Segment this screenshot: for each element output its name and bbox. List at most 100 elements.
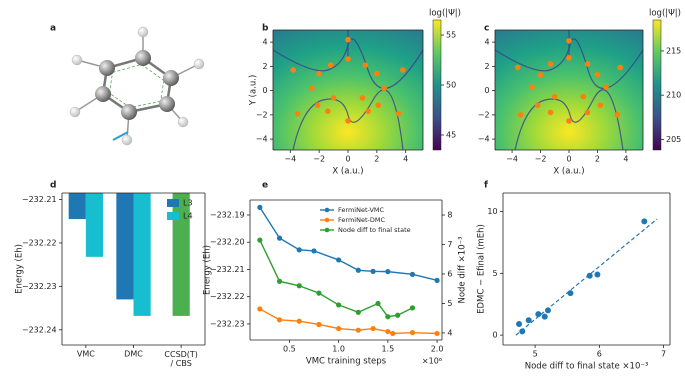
series-marker — [434, 277, 440, 283]
x-tick-label: 6 — [597, 350, 602, 359]
y-tick-label: 5 — [493, 269, 498, 278]
series-marker — [311, 248, 317, 254]
direction-arrow — [112, 131, 129, 141]
electron-point — [316, 70, 322, 77]
x-tick-label: 0 — [345, 155, 350, 164]
y-tick-label: 2 — [263, 62, 268, 71]
series-marker — [390, 330, 396, 337]
y-tick-label: −232.23 — [22, 282, 57, 291]
series-marker — [316, 321, 322, 328]
series-marker — [257, 204, 263, 210]
series-marker — [409, 271, 416, 277]
electron-point — [547, 61, 554, 67]
carbon-atom — [159, 96, 175, 112]
x-tick-label: 2 — [374, 155, 379, 164]
electron-point — [330, 95, 337, 101]
electron-point — [517, 112, 524, 118]
x-tick-label: VMC — [77, 350, 95, 359]
electron-point — [614, 112, 621, 118]
x-tick-label: 7 — [661, 350, 666, 359]
colorbar-tick-label: 55 — [446, 31, 456, 40]
x-offset-label: ×10⁶ — [422, 357, 442, 366]
y-tick-label: 6 — [447, 269, 452, 278]
fit-line — [515, 218, 658, 336]
carbon-atom — [163, 70, 179, 86]
y-tick-label: 4 — [263, 38, 268, 47]
series-marker — [336, 302, 342, 308]
y-tick-label: −4 — [256, 135, 268, 144]
electron-point — [327, 62, 334, 68]
x-tick-label: 2 — [595, 155, 600, 164]
electron-point — [395, 110, 402, 117]
displacement-arrow — [130, 100, 161, 108]
x-axis-label: X (a.u.) — [332, 167, 363, 177]
series-marker — [385, 328, 391, 335]
colorbar — [432, 19, 442, 151]
carbon-atom — [121, 104, 137, 120]
y-tick-label: 0 — [493, 331, 498, 340]
colorbar-label: log(|Ψ|) — [429, 9, 461, 19]
y-tick-label: 0 — [263, 86, 268, 95]
x-tick-label: CCSD(T) / CBS — [164, 350, 198, 368]
series-marker — [276, 278, 283, 284]
electron-point — [374, 70, 380, 77]
legend-label: FermiNet-VMC — [338, 206, 385, 214]
y-tick-label: −232.21 — [210, 265, 245, 274]
x-tick-label: 1.5 — [381, 345, 394, 354]
y-tick-label: −232.20 — [210, 238, 245, 247]
colorbar-tick-label: 205 — [666, 135, 681, 144]
electron-point — [314, 102, 321, 108]
panel-letter: b — [262, 24, 269, 34]
hydrogen-atom — [71, 54, 83, 66]
hydrogen-atom — [193, 58, 205, 70]
series-marker — [296, 318, 302, 324]
series-marker — [355, 267, 361, 273]
series-marker — [276, 235, 283, 241]
y-tick-label: 10 — [487, 207, 497, 216]
electron-point — [534, 102, 541, 108]
series-marker — [296, 247, 302, 253]
electron-point — [309, 85, 315, 91]
scatter-point — [544, 307, 551, 314]
carbon-atom — [135, 50, 151, 66]
panel-letter: e — [262, 181, 268, 191]
legend-marker — [324, 227, 330, 233]
electron-point — [551, 93, 558, 100]
electron-point — [566, 55, 572, 61]
series-marker — [257, 306, 263, 312]
displacement-arrow — [141, 64, 165, 81]
series-marker — [336, 257, 342, 263]
x-tick-label: 1.0 — [332, 345, 345, 354]
hydrogen-atom — [69, 106, 81, 118]
electron-point — [381, 85, 387, 91]
y-tick-label: −232.22 — [210, 292, 245, 301]
y-tick-label: 8 — [447, 211, 452, 220]
electron-point — [400, 67, 406, 73]
displacement-arrow — [109, 72, 113, 94]
y-tick-label: 7 — [447, 240, 452, 249]
y-tick-label: 5 — [447, 299, 452, 308]
electron-point — [294, 110, 301, 117]
y-tick-label: 2 — [485, 62, 490, 71]
electron-point — [345, 56, 351, 62]
series-marker — [385, 269, 391, 275]
series-line — [259, 206, 438, 282]
y-tick-label: −2 — [256, 110, 268, 119]
x-tick-label: −2 — [313, 155, 325, 164]
y-axis-label: EDMC − Efinal (mEh) — [477, 224, 487, 314]
electron-point — [547, 109, 554, 116]
x-tick-label: 4 — [403, 155, 408, 164]
legend-label: Node diff to final state — [338, 226, 411, 234]
panel-letter: a — [50, 24, 56, 34]
y-tick-label: −4 — [478, 135, 490, 144]
legend-swatch — [167, 199, 179, 207]
colorbar-tick-label: 215 — [666, 46, 681, 55]
electron-point — [529, 84, 535, 90]
legend-marker — [324, 207, 330, 213]
series-marker — [370, 325, 376, 332]
y-tick-label: 4 — [447, 328, 452, 337]
x-tick-label: −4 — [284, 155, 296, 164]
scatter-point — [516, 320, 523, 327]
electron-point — [325, 108, 331, 115]
y-tick-label: −232.23 — [210, 319, 245, 328]
